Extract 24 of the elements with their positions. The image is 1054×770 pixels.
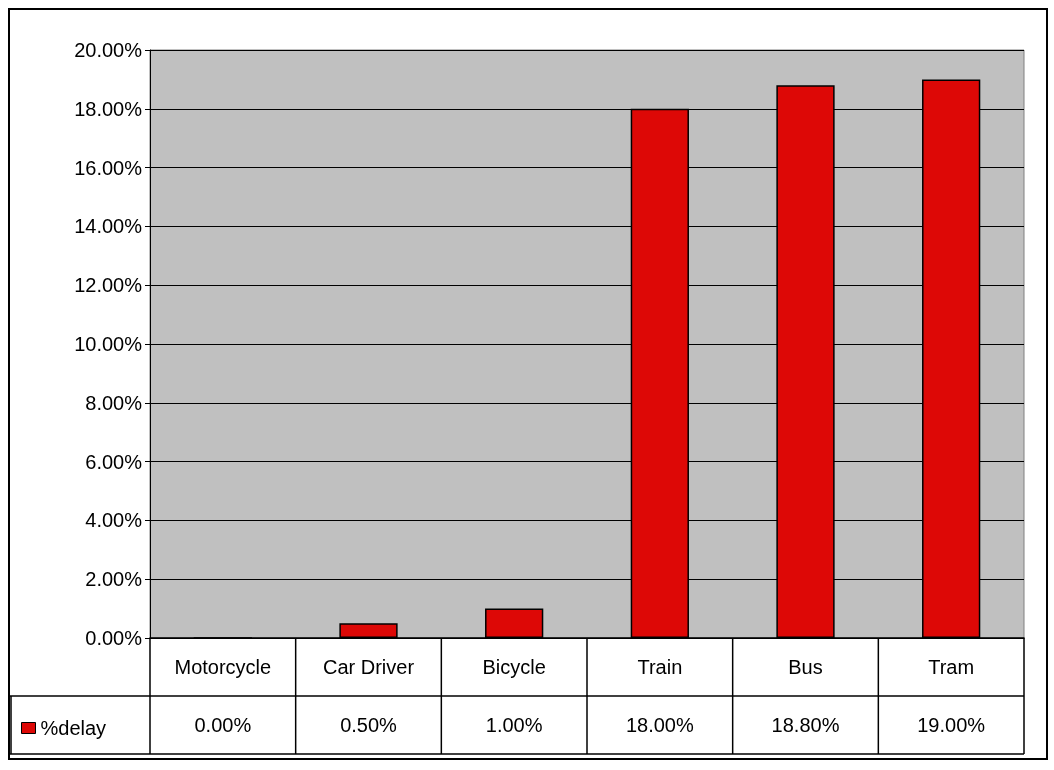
x-tick-label: Car Driver <box>322 656 415 678</box>
x-tick-label: Train <box>637 656 683 678</box>
y-tick-label: 2.00% <box>85 568 143 591</box>
data-label: 19.00% <box>917 714 986 736</box>
y-tick-label: 10.00% <box>74 333 143 355</box>
x-tick-label: Bus <box>788 656 823 678</box>
data-label: 18.80% <box>771 714 840 736</box>
y-tick-label: 16.00% <box>74 156 143 179</box>
x-tick-label: Tram <box>928 656 975 678</box>
y-tick-label: 0.00% <box>85 627 143 649</box>
y-tick-label: 6.00% <box>85 450 143 473</box>
y-tick-label: 18.00% <box>74 97 143 120</box>
x-tick-label: Bicycle <box>482 656 546 678</box>
data-label: 0.00% <box>194 714 252 736</box>
y-tick-label: 20.00% <box>74 39 143 61</box>
y-tick-label: 14.00% <box>74 215 143 238</box>
data-label: 0.50% <box>340 714 398 736</box>
data-label: 18.00% <box>625 714 694 736</box>
y-tick-label: 12.00% <box>74 274 143 297</box>
data-label: 1.00% <box>485 714 543 736</box>
x-tick-label: Motorcycle <box>174 656 272 678</box>
y-tick-label: 4.00% <box>85 509 143 532</box>
legend-label: %delay <box>40 717 107 739</box>
y-tick-label: 8.00% <box>85 391 143 414</box>
